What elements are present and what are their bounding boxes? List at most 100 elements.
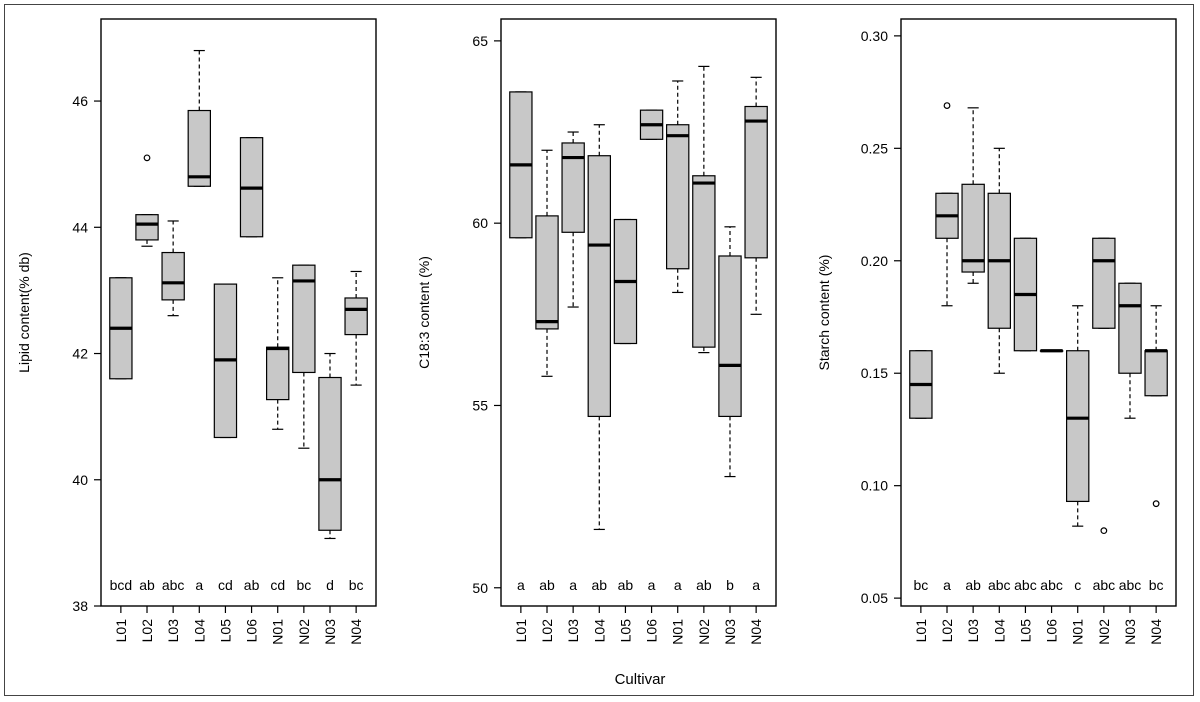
significance-letter: a <box>648 577 656 593</box>
box-L03: abc L03 <box>161 220 185 643</box>
y-tick-label: 0.30 <box>861 28 888 44</box>
y-tick-label: 65 <box>472 33 488 49</box>
x-tick-label: L02 <box>139 619 155 643</box>
x-tick-label: L05 <box>217 619 233 643</box>
significance-letter: a <box>752 577 760 593</box>
significance-letter: a <box>674 577 682 593</box>
box-rect <box>961 183 985 273</box>
x-tick-label: L01 <box>113 619 129 643</box>
x-tick-label: N03 <box>722 619 738 645</box>
x-tick-label: L03 <box>965 619 981 643</box>
y-tick-label: 0.05 <box>861 590 888 606</box>
panel-3: 0.05 0.10 0.15 0.20 0.25 0.30 Starch content (… <box>816 18 1177 645</box>
box-N01: a N01 <box>666 80 690 645</box>
significance-letter: a <box>943 577 951 593</box>
y-axis-label: Starch content (%) <box>816 255 832 371</box>
box-N02: abc N02 <box>1092 237 1116 645</box>
box-rect <box>187 109 211 187</box>
x-tick-label: L05 <box>617 619 633 643</box>
significance-letter: bc <box>913 577 928 593</box>
box-rect <box>561 142 585 233</box>
significance-letter: cd <box>218 577 233 593</box>
y-tick-label: 44 <box>72 219 88 235</box>
significance-letter: ab <box>139 577 155 593</box>
box-L01: a L01 <box>509 91 533 643</box>
x-tick-label: N01 <box>670 619 686 645</box>
y-tick-label: 38 <box>72 598 88 614</box>
box-L02: ab L02 <box>535 149 559 643</box>
plot-area-border <box>100 18 377 607</box>
box-rect <box>744 105 768 259</box>
box-L04: abc L04 <box>987 147 1011 642</box>
x-tick-label: L06 <box>1044 619 1060 643</box>
significance-letter: ab <box>965 577 981 593</box>
significance-letter: a <box>195 577 203 593</box>
significance-letter: ab <box>618 577 634 593</box>
significance-letter: bcd <box>110 577 133 593</box>
box-rect <box>318 376 342 531</box>
panel-1: 38 40 42 44 46 Lipid content(% db) bcd L01 ab L02… <box>16 18 377 645</box>
box-N01: c N01 <box>1066 305 1090 645</box>
significance-letter: abc <box>1093 577 1116 593</box>
box-rect <box>135 214 159 241</box>
box-rect <box>587 155 611 418</box>
significance-letter: a <box>517 577 525 593</box>
box-L06: ab L06 <box>239 137 264 642</box>
x-tick-label: L04 <box>591 619 607 643</box>
y-tick-label: 46 <box>72 93 88 109</box>
box-rect <box>161 251 185 301</box>
significance-letter: abc <box>988 577 1011 593</box>
significance-letter: abc <box>162 577 185 593</box>
x-tick-label: N01 <box>1070 619 1086 645</box>
x-tick-label: N03 <box>1122 619 1138 645</box>
x-tick-label: L01 <box>513 619 529 643</box>
box-N04: bc N04 <box>344 270 368 645</box>
box-N03: d N03 <box>318 352 342 645</box>
y-tick-label: 42 <box>72 346 88 362</box>
box-L04: a L04 <box>187 49 211 642</box>
significance-letter: c <box>1074 577 1081 593</box>
box-rect <box>535 215 559 330</box>
box-L06: abc L06 <box>1039 349 1064 643</box>
significance-letter: d <box>326 577 334 593</box>
outlier-point <box>143 154 151 162</box>
significance-letter: abc <box>1014 577 1037 593</box>
outlier-point <box>1152 500 1160 508</box>
x-tick-label: N02 <box>1096 619 1112 645</box>
y-tick-label: 0.20 <box>861 253 888 269</box>
significance-letter: ab <box>591 577 607 593</box>
y-axis-label: C18:3 content (%) <box>416 256 432 369</box>
box-L06: a L06 <box>639 109 664 643</box>
y-tick-label: 60 <box>472 215 488 231</box>
box-L02: a L02 <box>935 102 959 643</box>
y-tick-label: 50 <box>472 580 488 596</box>
x-tick-label: N02 <box>696 619 712 645</box>
box-L02: ab L02 <box>135 154 159 643</box>
significance-letter: ab <box>696 577 712 593</box>
box-rect <box>718 255 742 418</box>
box-L04: ab L04 <box>587 124 611 643</box>
box-rect <box>1092 237 1116 329</box>
significance-letter: ab <box>539 577 555 593</box>
x-tick-label: L02 <box>939 619 955 643</box>
box-N02: ab N02 <box>692 65 716 645</box>
x-tick-label: N03 <box>322 619 338 645</box>
significance-letter: ab <box>244 577 260 593</box>
significance-letter: bc <box>296 577 311 593</box>
box-L05: cd L05 <box>213 283 238 643</box>
box-N04: bc N04 <box>1144 305 1168 645</box>
x-tick-label: L06 <box>644 619 660 643</box>
box-rect <box>1118 282 1142 374</box>
box-rect <box>1144 350 1168 397</box>
box-rect <box>344 297 368 336</box>
x-tick-label: L05 <box>1017 619 1033 643</box>
box-N04: a N04 <box>744 76 768 645</box>
box-N03: b N03 <box>718 226 742 645</box>
x-tick-label: L02 <box>539 619 555 643</box>
box-N01: cd N01 <box>266 277 290 645</box>
x-tick-label: N02 <box>296 619 312 645</box>
x-tick-label: N04 <box>348 619 364 645</box>
significance-letter: cd <box>270 577 285 593</box>
x-tick-label: L03 <box>165 619 181 643</box>
